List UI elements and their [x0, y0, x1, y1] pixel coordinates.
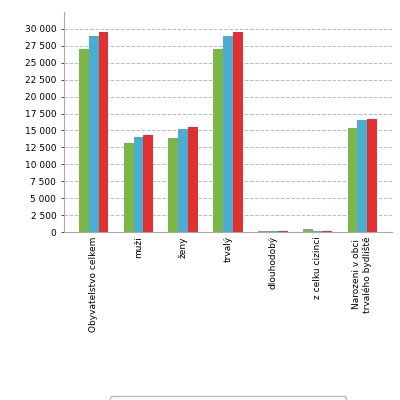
- Bar: [124, 143, 134, 232]
- Bar: [178, 129, 188, 232]
- Bar: [348, 128, 357, 232]
- Legend: 26.3.2011, 1.3.2001, 3.3.1991: 26.3.2011, 1.3.2001, 3.3.1991: [110, 396, 346, 400]
- Bar: [223, 36, 233, 232]
- Bar: [313, 231, 322, 232]
- Bar: [79, 49, 89, 232]
- Bar: [357, 120, 367, 232]
- Bar: [268, 231, 278, 232]
- Bar: [258, 231, 268, 232]
- Bar: [233, 32, 243, 232]
- Bar: [143, 134, 153, 232]
- Bar: [168, 138, 178, 232]
- Bar: [322, 231, 332, 232]
- Bar: [367, 119, 377, 232]
- Bar: [188, 127, 198, 232]
- Bar: [99, 32, 108, 232]
- Bar: [134, 137, 143, 232]
- Bar: [89, 36, 99, 232]
- Bar: [213, 49, 223, 232]
- Bar: [303, 229, 313, 232]
- Bar: [278, 231, 288, 232]
